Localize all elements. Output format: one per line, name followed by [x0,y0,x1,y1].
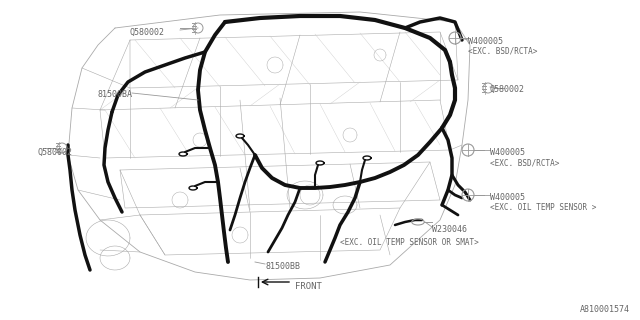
Text: FRONT: FRONT [295,282,322,291]
Text: 81500BB: 81500BB [265,262,300,271]
Text: 81500BA: 81500BA [97,90,132,99]
Text: A810001574: A810001574 [580,305,630,314]
Text: W230046: W230046 [432,225,467,234]
Text: Q580002: Q580002 [130,28,165,37]
Text: <EXC. BSD/RCTA>: <EXC. BSD/RCTA> [468,47,538,56]
Text: W400005: W400005 [490,193,525,202]
Text: <EXC. BSD/RCTA>: <EXC. BSD/RCTA> [490,158,559,167]
Text: Q580002: Q580002 [490,85,525,94]
Text: W400005: W400005 [468,37,503,46]
Text: <EXC. OIL TEMP SENSOR >: <EXC. OIL TEMP SENSOR > [490,203,596,212]
Text: W400005: W400005 [490,148,525,157]
Text: <EXC. OIL TEMP SENSOR OR SMAT>: <EXC. OIL TEMP SENSOR OR SMAT> [340,238,479,247]
Text: Q580002: Q580002 [38,148,73,157]
